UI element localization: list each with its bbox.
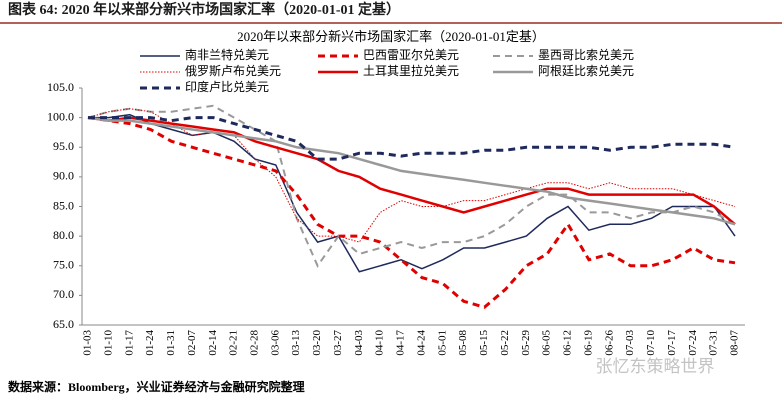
x-tick-label: 07-17 (666, 330, 678, 356)
y-tick-label: 90.0 (53, 169, 74, 183)
series-line (87, 116, 736, 226)
x-tick-label: 04-24 (415, 330, 427, 356)
x-tick-label: 07-24 (687, 330, 699, 356)
y-tick-label: 80.0 (53, 228, 74, 242)
series-line (88, 113, 736, 273)
series-line (87, 116, 736, 309)
x-tick-label: 04-17 (395, 330, 407, 356)
x-tick-label: 05-29 (520, 330, 532, 356)
x-tick-label: 07-03 (624, 330, 636, 356)
x-tick-label: 06-19 (582, 330, 594, 356)
chart-title: 2020年以来部分新兴市场国家汇率（2020-01-01定基） (237, 29, 545, 44)
x-tick-label: 04-10 (374, 330, 386, 356)
y-tick-label: 105.0 (47, 80, 74, 94)
x-tick-label: 02-14 (207, 330, 219, 356)
x-tick-label: 06-26 (603, 330, 615, 356)
x-tick-label: 08-07 (729, 330, 741, 356)
legend-label: 土耳其里拉兑美元 (363, 63, 459, 78)
y-tick-label: 75.0 (53, 258, 74, 272)
x-tick-label: 05-08 (457, 330, 469, 356)
series-line (87, 108, 736, 243)
x-tick-label: 06-12 (562, 330, 574, 356)
y-tick-label: 70.0 (53, 287, 74, 301)
x-tick-label: 01-10 (102, 330, 114, 356)
x-tick-label: 02-07 (186, 330, 198, 356)
x-tick-label: 07-10 (645, 330, 657, 356)
legend-label: 俄罗斯卢布兑美元 (185, 63, 281, 78)
y-tick-label: 65.0 (53, 317, 74, 331)
x-tick-label: 01-03 (82, 330, 94, 356)
x-tick-label: 02-28 (248, 330, 260, 356)
series-line (88, 116, 736, 161)
x-tick-label: 03-06 (269, 330, 281, 356)
x-tick-label: 03-27 (332, 330, 344, 356)
legend-label: 墨西哥比索兑美元 (538, 48, 634, 62)
x-tick-label: 01-17 (123, 330, 135, 356)
series-line (87, 104, 736, 268)
y-tick-label: 85.0 (53, 198, 74, 212)
footer-source: 数据来源：Bloomberg，兴业证券经济与金融研究院整理 (8, 379, 305, 394)
x-tick-label: 05-22 (499, 330, 511, 356)
legend-label: 阿根廷比索兑美元 (538, 64, 634, 78)
series-line (87, 116, 736, 226)
legend-label: 南非兰特兑美元 (185, 47, 269, 62)
x-tick-label: 06-05 (541, 330, 553, 356)
legend-label: 印度卢比兑美元 (185, 79, 269, 94)
x-tick-label: 07-31 (708, 330, 720, 356)
x-tick-label: 03-13 (290, 330, 302, 356)
x-tick-label: 01-24 (144, 330, 156, 356)
x-tick-label: 04-03 (353, 330, 365, 356)
header-title: 图表 64: 2020 年以来部分新兴市场国家汇率（2020-01-01 定基） (8, 1, 400, 18)
x-tick-label: 03-20 (311, 330, 323, 356)
x-tick-label: 02-21 (228, 330, 240, 356)
watermark: 张忆东策略世界 (596, 357, 715, 376)
x-tick-label: 01-31 (165, 330, 177, 356)
y-tick-label: 100.0 (47, 109, 74, 123)
legend-label: 巴西雷亚尔兑美元 (363, 47, 459, 62)
x-tick-label: 05-01 (436, 330, 448, 356)
y-tick-label: 95.0 (53, 139, 74, 153)
x-tick-label: 05-15 (478, 330, 490, 356)
